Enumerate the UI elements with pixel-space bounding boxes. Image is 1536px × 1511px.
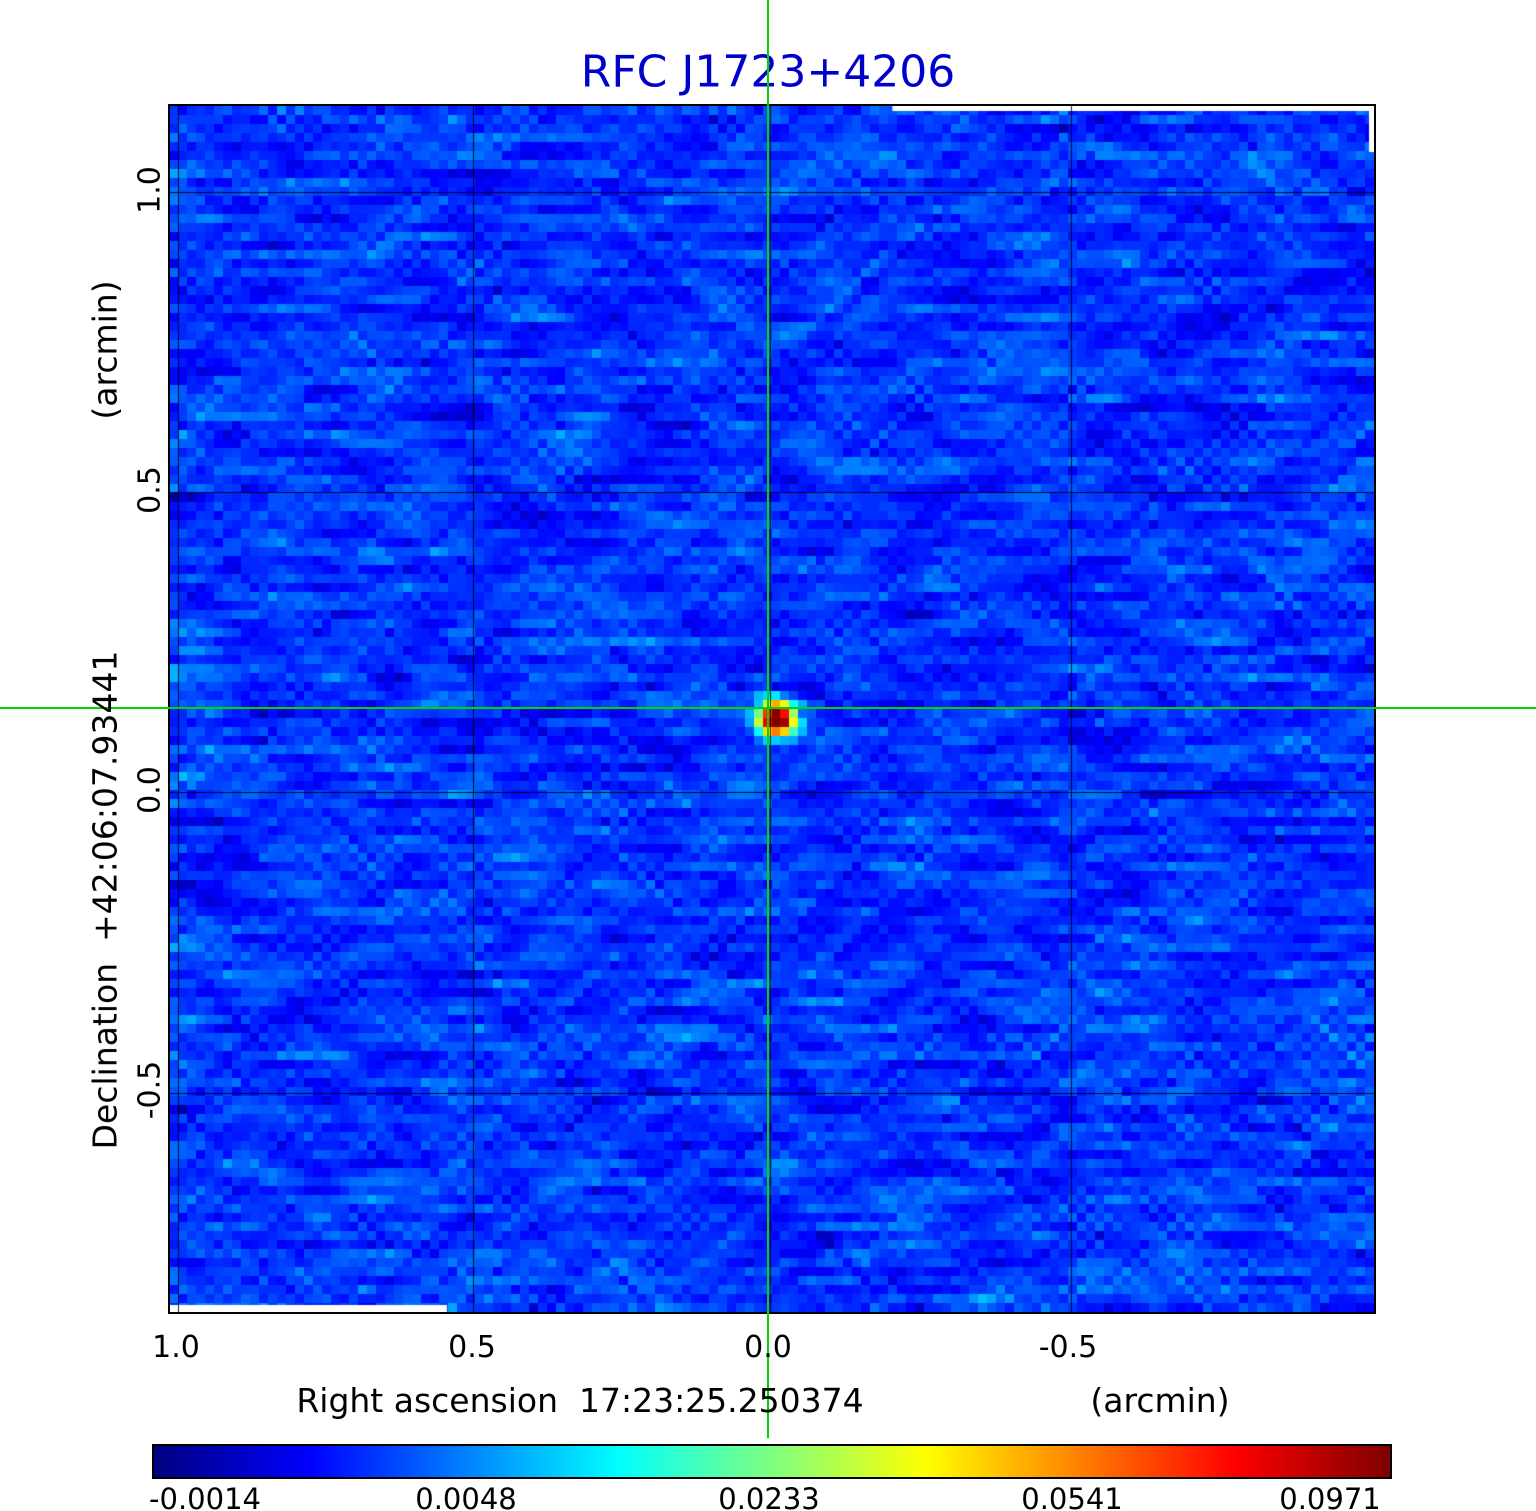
colorbar bbox=[152, 1444, 1392, 1479]
x-tick-label: 0.5 bbox=[448, 1330, 496, 1365]
colorbar-canvas bbox=[154, 1446, 1390, 1477]
colorbar-tick-label: 0.0541 bbox=[1021, 1482, 1123, 1511]
sky-map-canvas bbox=[170, 106, 1374, 1312]
page-title: RFC J1723+4206 bbox=[580, 46, 956, 98]
y-axis-label: Declination +42:06:07.93441 bbox=[85, 650, 125, 1150]
y-tick-label: 0.5 bbox=[132, 466, 168, 514]
x-axis-label: Right ascension 17:23:25.250374 bbox=[296, 1381, 864, 1420]
y-tick-label: 1.0 bbox=[132, 166, 168, 214]
y-tick-label: -0.5 bbox=[132, 1060, 168, 1120]
x-tick-label: -0.5 bbox=[1038, 1330, 1098, 1365]
x-tick-label: 1.0 bbox=[152, 1330, 200, 1365]
y-tick-label: 0.0 bbox=[132, 766, 168, 814]
colorbar-tick-label: -0.0014 bbox=[149, 1482, 261, 1511]
colorbar-tick-label: 0.0233 bbox=[718, 1482, 820, 1511]
x-axis-unit: (arcmin) bbox=[1090, 1381, 1230, 1420]
colorbar-tick-label: 0.0048 bbox=[415, 1482, 517, 1511]
x-tick-label: 0.0 bbox=[744, 1330, 792, 1365]
sky-map-frame bbox=[168, 104, 1376, 1314]
y-axis-unit: (arcmin) bbox=[85, 280, 125, 420]
colorbar-tick-label: 0.0971 bbox=[1279, 1482, 1381, 1511]
